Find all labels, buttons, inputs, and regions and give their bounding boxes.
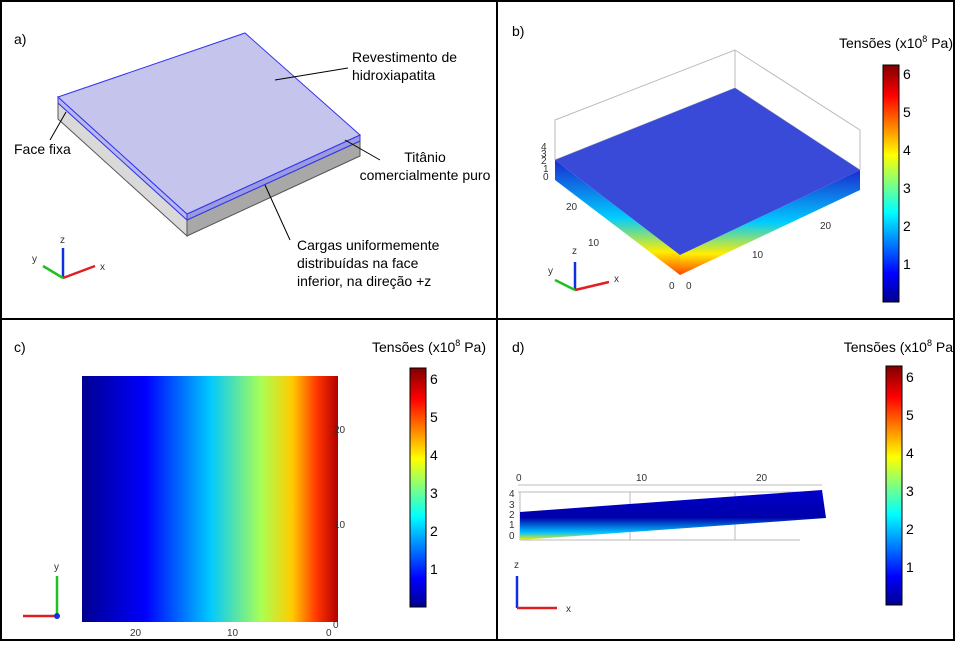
panel-label: b) bbox=[512, 23, 524, 39]
annotation: distribuídas na face bbox=[297, 255, 419, 271]
colorbar-title: Tensões (x108 Pa bbox=[844, 338, 954, 355]
colorbar-label: 1 bbox=[430, 561, 438, 577]
title-text: Pa) bbox=[460, 339, 486, 355]
axis-tick-label: 0 bbox=[333, 620, 339, 631]
triad-label: z bbox=[60, 235, 65, 246]
triad-label: z bbox=[572, 246, 577, 257]
axis-tick-label: 10 bbox=[588, 238, 600, 249]
colorbar-label: 1 bbox=[906, 559, 914, 575]
deformed-plate bbox=[520, 490, 826, 540]
panel-label: c) bbox=[14, 339, 26, 355]
axis-tick-label: 20 bbox=[566, 202, 578, 213]
annotation: Cargas uniformemente bbox=[297, 237, 440, 253]
triad-arrow bbox=[43, 266, 63, 278]
title-text: Tensões (x10 bbox=[839, 35, 922, 51]
colorbar-label: 3 bbox=[430, 485, 438, 501]
axis-tick-label: 0 bbox=[543, 172, 549, 183]
box-top bbox=[555, 88, 860, 255]
axis-tick-label: 0 bbox=[669, 281, 675, 292]
colorbar-label: 4 bbox=[430, 447, 438, 463]
axis-tick-label: 10 bbox=[752, 250, 764, 261]
title-text: Pa bbox=[932, 339, 953, 355]
panel-label: d) bbox=[512, 339, 524, 355]
colorbar-label: 1 bbox=[903, 256, 911, 272]
colorbar-label: 5 bbox=[903, 104, 911, 120]
figure: a) b) c) d) Revestimento de hidroxiapatita Fac… bbox=[0, 0, 955, 641]
triad-arrow bbox=[63, 266, 95, 278]
colorbar-label: 3 bbox=[906, 483, 914, 499]
colorbar bbox=[883, 65, 899, 302]
triad-arrow bbox=[555, 280, 575, 290]
axis-tick-label: 4 bbox=[509, 489, 515, 500]
colorbar-label: 6 bbox=[430, 371, 438, 387]
colorbar-label: 6 bbox=[906, 369, 914, 385]
axis-tick-label: 0 bbox=[326, 628, 332, 639]
title-text: Pa) bbox=[927, 35, 953, 51]
annotation: Revestimento de bbox=[352, 49, 457, 65]
axis-tick-label: 1 bbox=[509, 520, 515, 531]
annotation: comercialmente puro bbox=[360, 167, 491, 183]
colorbar-label: 2 bbox=[430, 523, 438, 539]
triad-arrow bbox=[575, 282, 609, 290]
colorbar bbox=[410, 368, 426, 607]
colorbar-label: 2 bbox=[903, 218, 911, 234]
title-text: Tensões (x10 bbox=[372, 339, 455, 355]
axis-tick-label: 0 bbox=[516, 473, 522, 484]
triad-label: y bbox=[32, 254, 37, 265]
axis-tick-label: 10 bbox=[334, 520, 346, 531]
axis-tick-label: 10 bbox=[636, 473, 648, 484]
colorbar-label: 4 bbox=[906, 445, 914, 461]
axis-tick-label: 0 bbox=[686, 281, 692, 292]
axis-tick-label: 20 bbox=[820, 221, 832, 232]
colorbar-label: 2 bbox=[906, 521, 914, 537]
triad-label: x bbox=[566, 604, 571, 615]
colorbar-label: 5 bbox=[430, 409, 438, 425]
triad-label: z bbox=[514, 560, 519, 571]
coating-top bbox=[58, 33, 360, 214]
annotation: Titânio bbox=[404, 149, 446, 165]
colorbar-title: Tensões (x108 Pa) bbox=[372, 338, 486, 355]
annotation: Face fixa bbox=[14, 141, 71, 157]
axis-tick-label: 0 bbox=[509, 531, 515, 542]
triad-label: y bbox=[54, 562, 59, 573]
annotation: hidroxiapatita bbox=[352, 67, 435, 83]
annotation: inferior, na direção +z bbox=[297, 273, 431, 289]
title-text: Tensões (x10 bbox=[844, 339, 927, 355]
axis-tick-label: 20 bbox=[756, 473, 768, 484]
colorbar-label: 3 bbox=[903, 180, 911, 196]
axis-tick-label: 20 bbox=[334, 425, 346, 436]
triad-label: y bbox=[548, 266, 553, 277]
colorbar-label: 5 bbox=[906, 407, 914, 423]
colorbar bbox=[886, 366, 902, 605]
triad-label: x bbox=[100, 262, 105, 273]
colorbar-label: 6 bbox=[903, 66, 911, 82]
panel-label: a) bbox=[14, 31, 26, 47]
axis-tick-label: 10 bbox=[227, 628, 239, 639]
colorbar-label: 4 bbox=[903, 142, 911, 158]
triad-label: x bbox=[614, 274, 619, 285]
triad-origin bbox=[54, 613, 60, 619]
stress-map bbox=[82, 376, 338, 622]
axis-tick-label: 20 bbox=[130, 628, 142, 639]
colorbar-title: Tensões (x108 Pa) bbox=[839, 34, 953, 51]
